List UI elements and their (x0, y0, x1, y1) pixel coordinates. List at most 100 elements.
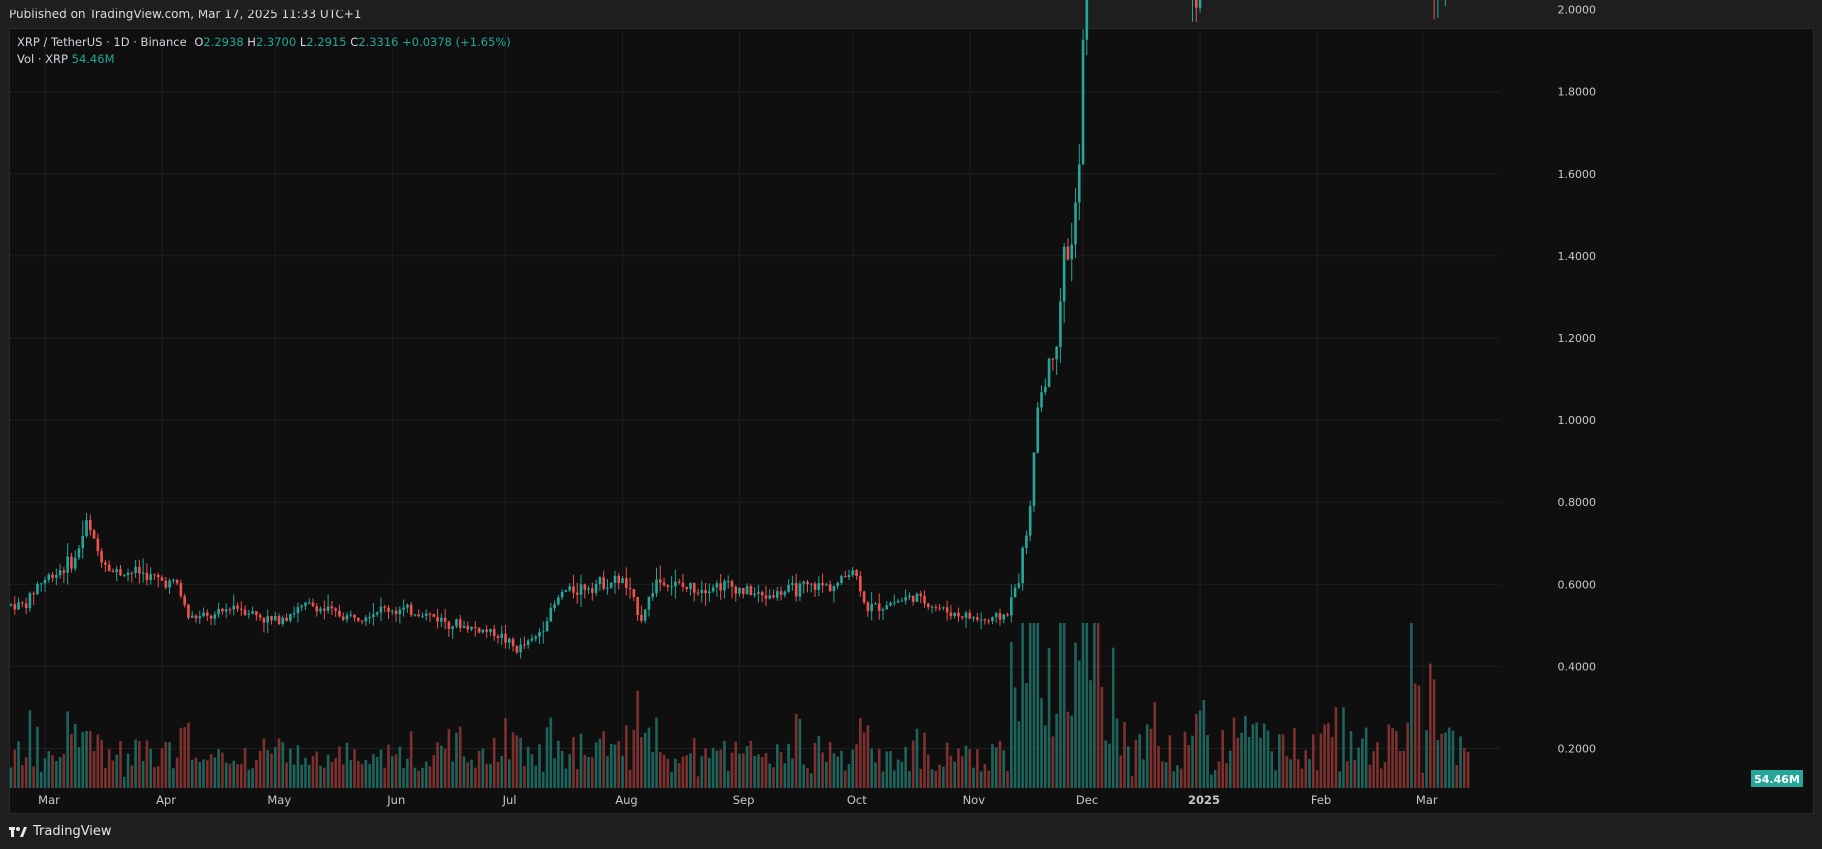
candle-body (47, 574, 51, 580)
candle-body (330, 606, 334, 609)
chart-area[interactable] (9, 28, 1814, 814)
volume-bar (1119, 755, 1123, 788)
candle-body (791, 583, 794, 585)
volume-bar (549, 717, 553, 788)
candle-body (719, 583, 722, 591)
candle-body (677, 581, 681, 583)
volume-bar (168, 742, 171, 788)
volume-bar (723, 740, 726, 788)
volume-bar (360, 764, 364, 788)
candle-body (481, 629, 485, 633)
volume-bar (307, 764, 311, 788)
volume-bar (1353, 760, 1357, 788)
candle-body (1010, 597, 1013, 616)
volume-bar (1047, 648, 1051, 788)
candle-body (658, 579, 662, 583)
volume-bar (281, 742, 285, 788)
symbol-title[interactable]: XRP / TetherUS · 1D · Binance (17, 35, 187, 49)
candle-body (262, 617, 266, 623)
volume-bar (285, 762, 288, 788)
volume-bar (1127, 746, 1130, 788)
candle-body (579, 584, 583, 595)
volume-bar (156, 765, 160, 788)
volume-bar (149, 748, 152, 788)
volume-bar (523, 766, 526, 788)
volume-bar (983, 764, 987, 788)
candle-body (764, 595, 768, 599)
volume-bar (141, 760, 145, 788)
volume-bar (696, 776, 700, 788)
volume-bar (1210, 774, 1213, 788)
volume-bar (553, 758, 556, 788)
volume-label[interactable]: Vol · XRP (17, 52, 68, 66)
candle-body (228, 609, 232, 611)
candle-body (187, 604, 190, 618)
candle-body (141, 572, 145, 574)
volume-bar (1357, 747, 1360, 788)
volume-bar (1327, 723, 1330, 788)
candle-body (100, 551, 103, 563)
candle-body (292, 613, 296, 615)
volume-bar (889, 750, 892, 788)
candle-body (1198, 0, 1202, 8)
tradingview-brand[interactable]: TradingView (9, 820, 112, 844)
volume-bar (968, 749, 972, 788)
volume-bar (239, 764, 243, 788)
volume-bar (36, 726, 39, 788)
volume-bar (81, 731, 85, 788)
volume-bar (1251, 724, 1255, 788)
y-tick-label: 1.4000 (1558, 250, 1597, 263)
candle-body (877, 603, 881, 611)
candle-body (836, 582, 839, 586)
volume-bar (908, 771, 911, 788)
volume-bar (900, 761, 904, 788)
volume-bar (96, 734, 100, 788)
volume-bar (870, 748, 873, 788)
volume-bar (617, 741, 621, 788)
volume-bar (511, 732, 515, 788)
volume-bar (942, 766, 945, 788)
candle-body (492, 629, 496, 637)
candle-body (670, 586, 673, 588)
volume-bar (1311, 734, 1315, 788)
volume-bar (1198, 710, 1202, 788)
volume-bar (413, 767, 417, 788)
candle-body (28, 593, 32, 609)
candle-body (742, 587, 745, 594)
volume-bar (32, 766, 35, 788)
candle-body (413, 614, 417, 616)
volume-bar (1040, 698, 1043, 788)
volume-bar (606, 756, 609, 788)
volume-bar (9, 767, 13, 788)
candle-body (904, 596, 907, 601)
candle-body (375, 612, 379, 615)
candle-body (504, 633, 507, 643)
volume-bar (1157, 746, 1160, 788)
candle-body (92, 530, 96, 539)
candle-body (500, 633, 504, 639)
volume-bar (175, 757, 179, 788)
volume-bar (1161, 761, 1164, 788)
volume-bar (1036, 623, 1040, 788)
candle-body (840, 576, 843, 583)
x-tick-label: Dec (1076, 793, 1098, 807)
candle-body (1002, 614, 1006, 620)
candle-body (779, 591, 783, 595)
low-label: L (299, 35, 307, 49)
volume-bar (655, 717, 658, 788)
volume-bar (224, 762, 228, 788)
volume-bar (122, 776, 126, 788)
volume-bar (1100, 686, 1104, 788)
volume-bar (594, 742, 598, 788)
volume-bar (485, 763, 488, 788)
volume-bar (409, 731, 413, 788)
volume-bar (904, 746, 907, 788)
x-tick-label: Mar (38, 793, 60, 807)
volume-bar (1055, 713, 1058, 788)
volume-bar (190, 759, 194, 788)
volume-bar (1153, 702, 1157, 788)
candle-body (394, 610, 398, 615)
volume-bar (277, 738, 281, 788)
candle-body (908, 595, 911, 597)
